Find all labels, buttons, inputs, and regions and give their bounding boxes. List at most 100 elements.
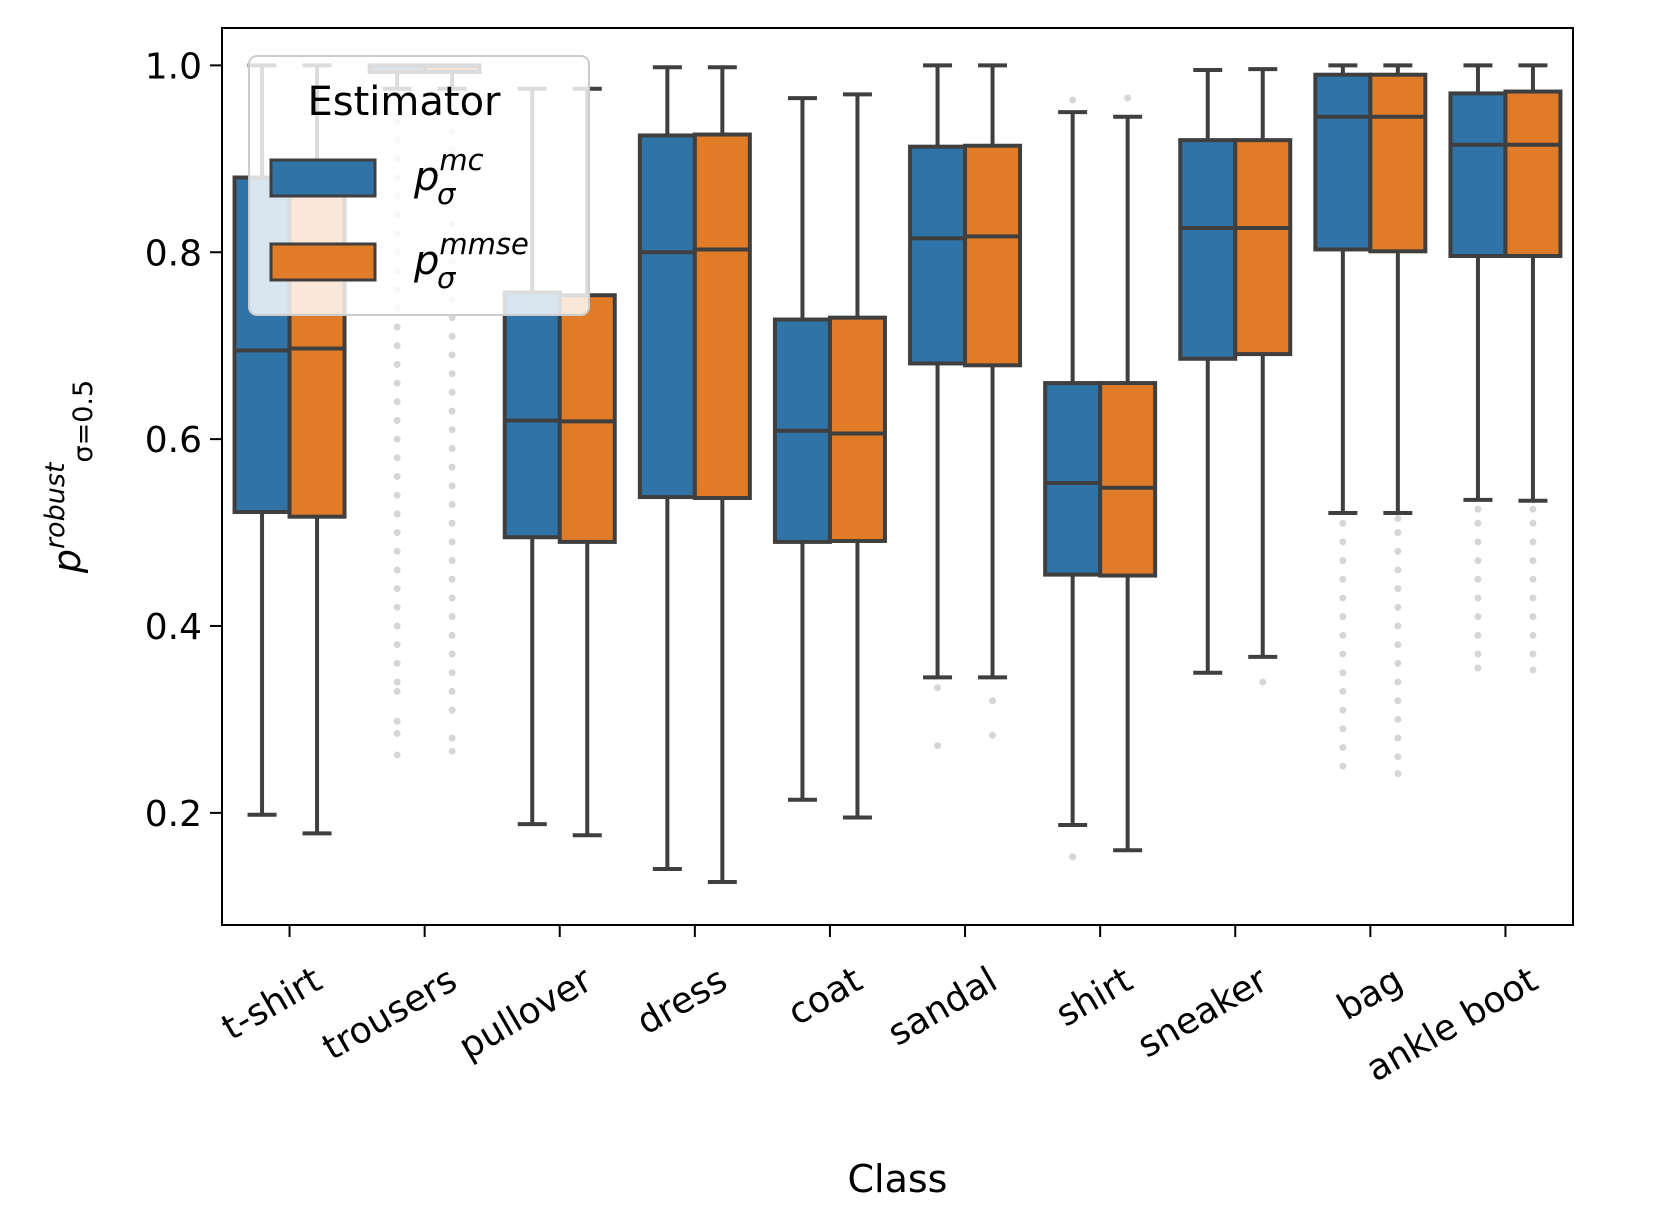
flier-point	[1474, 631, 1482, 639]
legend-entry-base: p	[413, 154, 439, 200]
flier-point	[448, 594, 456, 602]
legend-entry-label: pmc σ	[413, 143, 484, 211]
flier-point	[393, 435, 401, 443]
flier-point	[393, 323, 401, 331]
flier-point	[393, 603, 401, 611]
flier-point	[1529, 505, 1537, 513]
flier-point	[1529, 538, 1537, 546]
flier-point	[393, 678, 401, 686]
legend-entry-superscript: mmse	[439, 227, 528, 261]
flier-point	[989, 731, 997, 739]
flier-point	[448, 613, 456, 621]
y-axis-label-base: p	[45, 549, 89, 574]
box-group	[692, 65, 752, 885]
flier-point	[448, 519, 456, 527]
legend-entry-base: p	[413, 238, 439, 284]
flier-point	[1339, 613, 1347, 621]
flier-point	[393, 473, 401, 480]
box-group	[1313, 63, 1373, 515]
flier-point	[448, 351, 456, 359]
flier-point	[1339, 557, 1347, 565]
flier-point	[1394, 753, 1402, 761]
box-group	[827, 92, 887, 820]
flier-point	[1529, 519, 1537, 527]
x-tick-label: bag	[1330, 959, 1409, 1028]
flier-point	[1529, 594, 1537, 602]
flier-point	[393, 717, 401, 725]
flier-point	[1529, 575, 1537, 583]
flier-point	[1069, 96, 1077, 104]
box-group	[1448, 63, 1508, 502]
box	[1448, 91, 1508, 258]
flier-point	[393, 659, 401, 667]
flier-point	[1474, 538, 1482, 546]
flier-point	[1339, 575, 1347, 583]
flier-point	[1529, 650, 1537, 658]
y-axis-label: probustσ=0.5	[40, 380, 99, 574]
flier-point	[393, 379, 401, 387]
legend-title: Estimator	[308, 79, 502, 125]
flier-point	[1339, 743, 1347, 751]
x-tick-label: pullover	[452, 959, 599, 1068]
flier-point	[448, 631, 456, 639]
flier-point	[1394, 641, 1402, 649]
flier-point	[393, 510, 401, 518]
x-tick-label: dress	[630, 959, 734, 1043]
x-tick-label: shirt	[1049, 959, 1139, 1035]
flier-point	[1394, 734, 1402, 742]
flier-point	[1339, 650, 1347, 658]
box-group	[1503, 63, 1563, 503]
box-group	[1098, 114, 1158, 853]
flier-point	[1394, 529, 1402, 537]
box	[1313, 72, 1373, 252]
box-group	[1043, 110, 1103, 828]
flier-point	[1339, 538, 1347, 546]
flier-point	[1529, 613, 1537, 621]
y-tick-label: 0.8	[145, 233, 202, 274]
flier-point	[1069, 853, 1077, 861]
flier-point	[393, 566, 401, 574]
box-group	[908, 63, 968, 680]
flier-point	[1124, 94, 1132, 102]
flier-point	[989, 697, 997, 705]
y-tick-label: 0.2	[145, 794, 202, 835]
box-group	[772, 96, 832, 802]
flier-point	[448, 501, 456, 509]
flier-point	[1394, 770, 1402, 778]
flier-point	[1529, 557, 1537, 565]
y-axis-label-subscript: σ=0.5	[68, 380, 99, 463]
box-group	[1233, 67, 1293, 659]
legend-swatch	[269, 242, 377, 282]
legend-swatch	[269, 158, 377, 198]
flier-point	[393, 454, 401, 462]
flier-point	[1474, 557, 1482, 565]
box-group	[1178, 68, 1238, 675]
box	[692, 132, 752, 500]
box	[637, 133, 697, 500]
flier-point	[1394, 566, 1402, 574]
flier-point	[1474, 650, 1482, 658]
x-axis-label: Class	[848, 1157, 948, 1201]
flier-point	[1474, 505, 1482, 513]
box	[502, 290, 562, 540]
flier-point	[1339, 725, 1347, 733]
flier-point	[1474, 613, 1482, 621]
y-axis-label-superscript: robust	[40, 461, 71, 549]
flier-point	[448, 575, 456, 583]
box	[908, 144, 968, 366]
flier-point	[934, 742, 942, 750]
flier-point	[448, 747, 456, 755]
box	[557, 293, 617, 544]
flier-point	[1339, 669, 1347, 677]
boxes-layer	[232, 63, 1563, 885]
flier-point	[448, 388, 456, 396]
flier-point	[1529, 631, 1537, 639]
x-tick-label: sneaker	[1131, 959, 1275, 1066]
box	[1233, 138, 1293, 357]
legend-entry-label: pmmse σ	[413, 227, 529, 295]
box	[1178, 138, 1238, 361]
flier-point	[1394, 547, 1402, 555]
flier-point	[1339, 687, 1347, 695]
